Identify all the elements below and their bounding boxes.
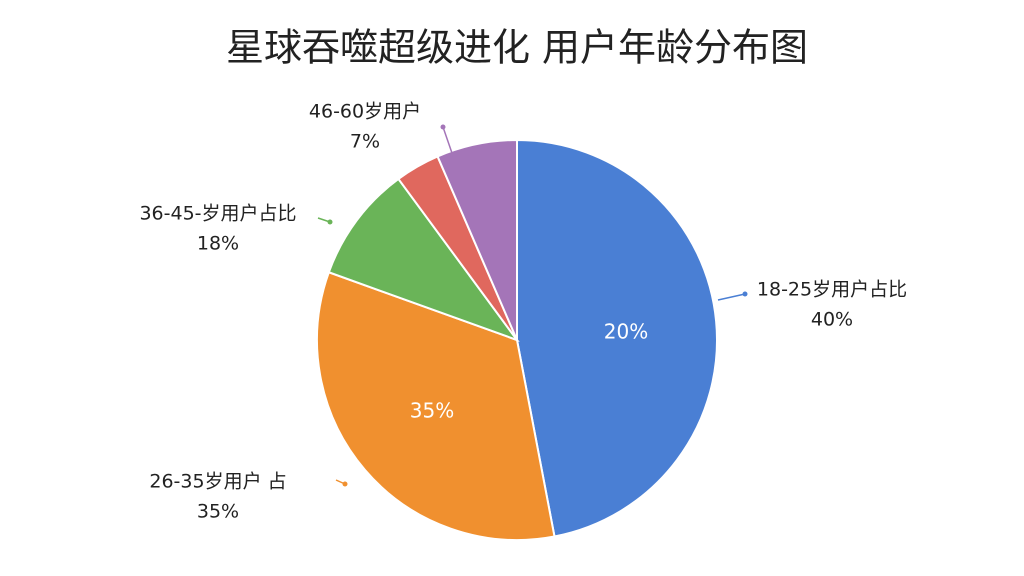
pie-slice — [316, 270, 556, 541]
leader-line — [442, 126, 454, 157]
slice-percent: 18% — [197, 233, 239, 255]
pie-slice — [436, 138, 518, 341]
slice-label: 26-35岁用户 占 — [149, 471, 286, 493]
pie-slice — [516, 138, 718, 538]
leader-line — [717, 293, 746, 301]
slice-percent: 7% — [350, 131, 380, 153]
slice-label: 36-45-岁用户占比 — [139, 203, 296, 225]
slice-percent: 35% — [197, 501, 239, 523]
leader-dot — [342, 481, 348, 487]
slice-label: 46-60岁用户 — [309, 101, 421, 123]
leader-dot — [327, 219, 333, 225]
pie-slice — [327, 177, 520, 343]
inner-label: 20% — [604, 320, 648, 344]
inner-label: 35% — [410, 399, 454, 423]
leader-dot — [440, 124, 446, 130]
leader-dot — [742, 291, 748, 297]
chart-title: 星球吞噬超级进化 用户年龄分布图 — [226, 26, 808, 70]
slice-percent: 40% — [811, 309, 853, 331]
slice-label: 18-25岁用户占比 — [757, 279, 907, 301]
